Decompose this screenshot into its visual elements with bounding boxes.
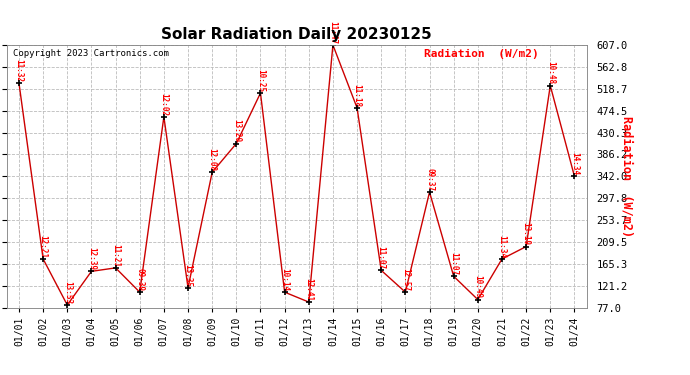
Text: 12:41: 12:41 [304,278,313,301]
Text: 13:19: 13:19 [522,222,531,246]
Text: 11:21: 11:21 [111,244,120,267]
Text: 12:08: 12:08 [208,148,217,171]
Y-axis label: Radiation  (W/m2): Radiation (W/m2) [620,116,633,237]
Text: 10:48: 10:48 [546,62,555,85]
Text: 14:34: 14:34 [570,152,579,175]
Text: 11:47: 11:47 [328,21,337,44]
Text: 10:25: 10:25 [256,69,265,92]
Text: 09:37: 09:37 [425,168,434,191]
Text: 10:14: 10:14 [280,268,289,291]
Text: 13:20: 13:20 [232,120,241,142]
Title: Solar Radiation Daily 20230125: Solar Radiation Daily 20230125 [161,27,432,42]
Text: 10:49: 10:49 [473,276,482,298]
Text: 11:34: 11:34 [497,235,506,258]
Text: 11:18: 11:18 [353,84,362,107]
Text: 11:32: 11:32 [14,59,23,82]
Text: 11:07: 11:07 [449,252,458,275]
Text: Radiation  (W/m2): Radiation (W/m2) [424,49,539,59]
Text: 13:53: 13:53 [63,281,72,304]
Text: 12:21: 12:21 [39,235,48,258]
Text: Copyright 2023 Cartronics.com: Copyright 2023 Cartronics.com [12,49,168,58]
Text: 09:39: 09:39 [135,268,144,291]
Text: 13:35: 13:35 [184,264,193,287]
Text: 11:07: 11:07 [377,246,386,269]
Text: 12:57: 12:57 [401,268,410,291]
Text: 12:02: 12:02 [159,93,168,116]
Text: 12:39: 12:39 [87,247,96,270]
